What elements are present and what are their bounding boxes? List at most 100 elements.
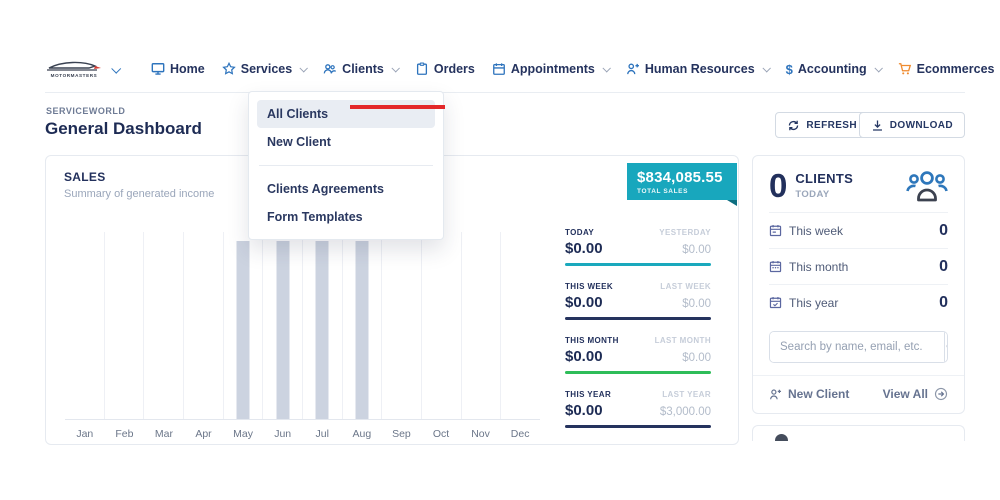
clients-panel-header: 0 CLIENTS TODAY — [753, 156, 964, 212]
calendar-check-icon — [769, 296, 782, 309]
person-add-icon — [770, 388, 782, 399]
calendar-week-icon — [769, 224, 782, 237]
chart-plot-area — [65, 232, 540, 420]
stat-underline — [565, 263, 711, 266]
new-client-label: New Client — [788, 387, 850, 401]
chart-month-labels: Jan Feb Mar Apr May Jun Jul Aug Sep Oct Nov Dec — [65, 422, 540, 442]
chart-bar — [315, 241, 329, 419]
clients-row-this-month[interactable]: This month 0 — [769, 248, 948, 284]
sales-bar-chart: Jan Feb Mar Apr May Jun Jul Aug Sep Oct Nov Dec — [65, 232, 540, 442]
nav-label: Home — [170, 62, 205, 76]
nav-item-appointments[interactable]: Appointments — [492, 62, 611, 76]
chart-column — [143, 232, 183, 419]
search-button[interactable] — [944, 332, 947, 362]
chevron-down-icon — [874, 64, 883, 73]
chart-column — [222, 232, 263, 419]
view-all-label: View All — [882, 387, 928, 401]
stat-compare-value: $0.00 — [682, 352, 711, 364]
stat-compare-label: LAST MONTH — [654, 336, 711, 345]
new-client-link[interactable]: New Client — [769, 387, 849, 401]
sales-title: SALES — [64, 170, 106, 184]
dollar-icon: $ — [785, 61, 793, 77]
nav-item-clients[interactable]: Clients — [323, 62, 400, 76]
row-label: This week — [789, 223, 844, 238]
monitor-icon — [151, 63, 165, 75]
chart-column — [341, 232, 382, 419]
clients-panel-footer: New Client View All — [753, 375, 964, 412]
chevron-down-icon[interactable] — [111, 63, 122, 74]
menu-item-clients-agreements[interactable]: Clients Agreements — [267, 182, 384, 196]
chevron-down-icon — [299, 64, 309, 73]
nav-label: Human Resources — [644, 62, 755, 76]
nav-item-home[interactable]: Home — [151, 62, 205, 76]
brand-logo[interactable]: MOTORMASTERS — [45, 59, 122, 79]
nav-item-accounting[interactable]: $ Accounting — [785, 61, 883, 77]
row-value: 0 — [939, 293, 948, 311]
nav-item-orders[interactable]: Orders — [415, 62, 475, 76]
download-label: DOWNLOAD — [889, 119, 953, 131]
stat-compare-value: $0.00 — [682, 244, 711, 256]
stat-compare-label: LAST YEAR — [662, 390, 711, 399]
chart-month-label: Dec — [510, 428, 530, 440]
row-value: 0 — [939, 257, 948, 275]
nav-item-human-resources[interactable]: Human Resources — [626, 62, 771, 76]
chart-bar — [355, 241, 369, 419]
sales-card-header: SALES Summary of generated income — [46, 156, 738, 200]
chart-column — [183, 232, 223, 419]
people-icon — [323, 64, 337, 74]
clients-row-this-year[interactable]: This year 0 — [769, 284, 948, 320]
chart-month-label: Nov — [471, 428, 490, 440]
row-label: This year — [789, 295, 839, 310]
main-nav: Home Services Clients Orders — [151, 62, 1000, 77]
nav-label: Clients — [342, 62, 384, 76]
chart-month-label: May — [233, 428, 254, 440]
menu-divider — [259, 165, 433, 166]
download-icon — [872, 119, 882, 131]
clients-panel: 0 CLIENTS TODAY This week 0 This month 0 — [752, 155, 965, 414]
stat-label: THIS WEEK — [565, 282, 614, 291]
sales-subtitle: Summary of generated income — [64, 188, 215, 200]
chart-column — [381, 232, 421, 419]
cart-icon — [898, 63, 911, 75]
total-sales-label: TOTAL SALES — [637, 188, 689, 195]
stat-value: $0.00 — [565, 294, 603, 311]
chart-bar — [236, 241, 250, 419]
stat-label: TODAY — [565, 228, 595, 237]
stat-compare-value: $3,000.00 — [659, 406, 711, 418]
boat-logo-icon — [47, 62, 101, 71]
chart-month-label: Jan — [76, 428, 94, 440]
chart-month-label: Oct — [432, 428, 450, 440]
stat-this-month: THIS MONTH LAST MONTH $0.00 $0.00 — [565, 336, 711, 374]
nav-label: Appointments — [510, 62, 595, 76]
chart-column — [302, 232, 342, 419]
clipboard-icon — [416, 62, 427, 75]
nav-label: Accounting — [797, 62, 867, 76]
row-label: This month — [789, 259, 849, 274]
person-add-icon — [626, 63, 639, 75]
clients-count: 0 — [769, 167, 788, 204]
nav-item-ecommerces[interactable]: Ecommerces — [898, 62, 1000, 76]
chart-month-label: Apr — [195, 428, 212, 440]
refresh-button[interactable]: REFRESH — [775, 112, 869, 138]
badge-ribbon-fold — [727, 200, 737, 206]
chevron-down-icon — [762, 64, 771, 73]
download-button[interactable]: DOWNLOAD — [858, 112, 965, 138]
people-group-icon — [906, 171, 948, 202]
view-all-link[interactable]: View All — [883, 387, 948, 401]
chart-column — [262, 232, 302, 419]
stat-compare-label: YESTERDAY — [659, 228, 711, 237]
clients-search-group — [769, 331, 948, 363]
top-navigation-bar: MOTORMASTERS Home Services Clients — [45, 46, 994, 93]
stat-this-year: THIS YEAR LAST YEAR $0.00 $3,000.00 — [565, 390, 711, 428]
nav-label: Orders — [433, 62, 475, 76]
star-icon — [221, 62, 236, 75]
stat-value: $0.00 — [565, 348, 603, 365]
nav-item-services[interactable]: Services — [221, 62, 309, 76]
menu-item-form-templates[interactable]: Form Templates — [267, 210, 363, 224]
row-value: 0 — [939, 221, 948, 239]
search-icon — [946, 344, 947, 348]
stat-underline — [565, 425, 711, 428]
clients-row-this-week[interactable]: This week 0 — [769, 212, 948, 248]
clients-search-input[interactable] — [770, 332, 944, 362]
menu-item-new-client[interactable]: New Client — [267, 135, 331, 149]
